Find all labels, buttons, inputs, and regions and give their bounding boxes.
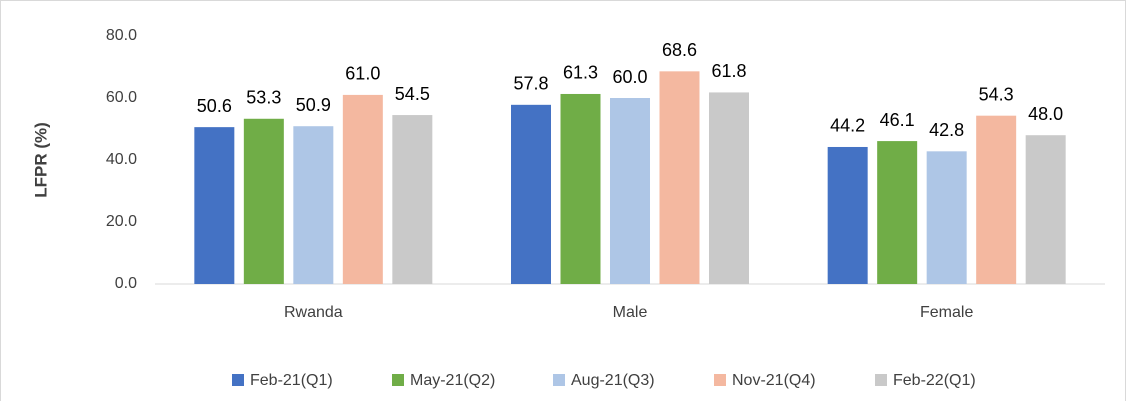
value-label: 68.6: [662, 40, 697, 60]
value-label: 54.5: [395, 84, 430, 104]
x-tick-label: Female: [920, 304, 973, 321]
value-label: 42.8: [929, 120, 964, 140]
y-tick-label: 20.0: [106, 213, 137, 230]
bar: [610, 98, 650, 284]
x-tick-label: Rwanda: [284, 304, 343, 321]
legend-label: May-21(Q2): [410, 372, 495, 389]
value-label: 48.0: [1028, 104, 1063, 124]
legend-swatch: [875, 374, 887, 386]
bar: [877, 141, 918, 284]
x-tick-label: Male: [613, 304, 648, 321]
value-label: 60.0: [612, 67, 647, 87]
legend-label: Aug-21(Q3): [571, 372, 655, 389]
legend-label: Nov-21(Q4): [732, 372, 816, 389]
value-label: 44.2: [830, 116, 865, 136]
value-label: 53.3: [246, 88, 281, 108]
value-label: 57.8: [513, 74, 548, 94]
legend-swatch: [232, 374, 244, 386]
bar: [827, 146, 868, 284]
bar: [392, 115, 433, 284]
value-label: 50.9: [296, 95, 331, 115]
legend-swatch: [553, 374, 565, 386]
y-tick-label: 80.0: [106, 27, 137, 44]
bar: [976, 115, 1017, 284]
bar: [243, 118, 284, 285]
value-label: 46.1: [880, 110, 915, 130]
bar: [560, 93, 601, 284]
y-tick-label: 60.0: [106, 89, 137, 106]
legend-label: Feb-22(Q1): [893, 372, 976, 389]
y-tick-label: 40.0: [106, 151, 137, 168]
y-axis-title: LFPR (%): [31, 122, 50, 198]
bar: [659, 71, 700, 284]
bar: [194, 127, 235, 284]
value-label: 61.3: [563, 63, 598, 83]
bar: [709, 92, 749, 284]
bar: [926, 151, 967, 284]
legend-label: Feb-21(Q1): [250, 372, 333, 389]
y-tick-label: 0.0: [115, 275, 137, 292]
bar: [342, 94, 383, 285]
value-label: 61.8: [711, 61, 746, 81]
value-label: 61.0: [345, 64, 380, 84]
value-label: 50.6: [197, 96, 232, 116]
bar: [1025, 135, 1066, 284]
legend-swatch: [392, 374, 404, 386]
value-label: 54.3: [979, 84, 1014, 104]
bar: [293, 126, 334, 285]
legend-swatch: [714, 374, 726, 386]
bar: [511, 104, 551, 284]
